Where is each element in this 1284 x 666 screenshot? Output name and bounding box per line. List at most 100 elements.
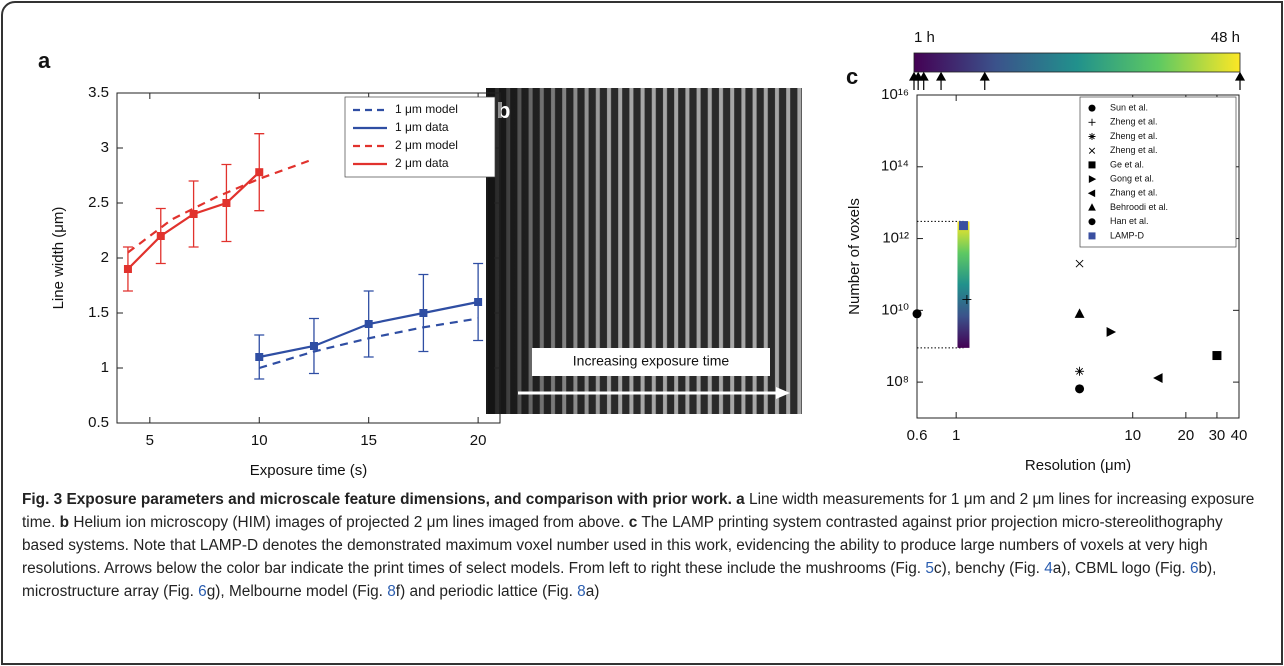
marker [189,210,198,218]
y-tick-label: 10¹⁴ [881,158,909,175]
x-tick-label: 5 [146,432,154,449]
y-axis-label: Line width (μm) [50,207,67,310]
figure-panels: b Increasing exposure time a 5 10 15 20 0.5 1 1… [38,29,1248,479]
arrow-head [776,387,790,399]
annotation: Increasing exposure time [573,353,730,369]
caption-text: c), benchy (Fig. [933,560,1045,577]
x-tick-label: 0.6 [907,427,928,444]
caption-text: a) [585,583,600,600]
marker [958,221,968,231]
caption: Fig. 3 Exposure parameters and microscal… [22,488,1264,603]
figure-link[interactable]: 8 [577,583,586,600]
marker [1074,308,1085,318]
figure-link[interactable]: 8 [387,583,396,600]
marker [364,320,373,328]
y-tick-label: 10¹⁶ [881,86,909,103]
marker [255,168,264,177]
plot-frame [916,94,1240,419]
x-tick-label: 15 [360,432,377,449]
panel-label: a [38,48,51,73]
caption-text: b [59,514,70,531]
figure-link[interactable]: 4 [1044,560,1053,577]
marker [1088,175,1097,183]
caption-text: Line width measurements for 1 μm and 2 μ… [22,491,1255,531]
colorbar-tick-label: 48 h [1211,29,1240,46]
marker [912,309,922,319]
marker [474,298,483,306]
legend-label: 1 μm model [395,102,458,116]
figure-link[interactable]: 6 [1189,560,1199,577]
x-tick-label: 40 [1231,427,1248,444]
marker [255,353,264,361]
y-tick-label: 2.5 [88,194,109,211]
marker [1106,326,1117,337]
print-time-arrow [936,71,947,90]
marker [419,309,428,317]
x-tick-label: 10 [251,432,268,449]
marker [1088,203,1096,211]
marker [309,342,318,350]
x-tick-label: 1 [952,427,960,444]
legend-label: Zheng et al. [1110,117,1158,127]
legend-label: Behroodi et al. [1110,202,1168,212]
legend-box [1079,96,1237,248]
marker [1153,373,1163,383]
marker [1088,133,1096,140]
marker [1088,118,1096,126]
legend-label: LAMP-D [1110,230,1145,240]
marker [156,232,165,240]
caption-text: b), microstructure array (Fig. [22,560,1217,600]
caption-text: g), Melbourne model (Fig. [206,583,388,600]
y-axis-label: Number of voxels [846,198,863,315]
marker [1088,104,1096,112]
print-time-arrow [979,71,990,90]
legend-label: Gong et al. [1110,173,1154,183]
caption-text: Helium ion microscopy (HIM) images of pr… [69,514,629,531]
y-tick-label: 10⁸ [886,373,909,390]
print-time-band [957,221,970,348]
legend-label: Zhang et al. [1110,188,1158,198]
legend-label: Zheng et al. [1110,131,1158,141]
y-tick-label: 10¹² [882,230,909,247]
y-tick-label: 1.5 [88,304,109,321]
caption-text: f) and periodic lattice (Fig. [395,583,578,600]
y-tick-label: 0.5 [88,414,109,431]
y-tick-label: 10¹⁰ [881,301,909,318]
y-tick-label: 2 [101,249,109,266]
legend-label: 1 μm data [395,120,449,134]
caption-text: Fig. 3 Exposure parameters and microscal… [22,491,732,508]
marker [1088,147,1096,154]
legend-label: Han et al. [1110,216,1149,226]
legend-label: Sun et al. [1110,102,1148,112]
y-tick-label: 1 [101,359,109,376]
series-line [127,157,315,254]
x-axis-label: Resolution (μm) [1025,457,1131,474]
marker [1075,384,1085,394]
marker [1075,366,1085,376]
annotation-box [532,348,770,376]
marker [1212,351,1222,361]
x-tick-label: 10 [1124,427,1141,444]
legend-label: 2 μm data [395,156,449,170]
figure-link[interactable]: 5 [925,560,934,577]
caption-text: The LAMP printing system contrasted agai… [22,514,1223,577]
marker [1075,259,1084,268]
caption-text: c [628,514,638,531]
legend-label: Ge et al. [1110,159,1144,169]
print-time-arrow [918,71,929,90]
colorbar [913,52,1241,73]
print-time-arrow [1234,71,1246,90]
marker [962,295,972,305]
legend-label: 2 μm model [395,138,458,152]
y-tick-label: 3.5 [88,84,109,101]
figure-link[interactable]: 6 [198,583,207,600]
y-tick-label: 3 [101,139,109,156]
x-tick-label: 30 [1209,427,1226,444]
panel-label: c [846,64,858,89]
colorbar-tick-label: 1 h [914,29,935,46]
legend-label: Zheng et al. [1110,145,1158,155]
marker [123,265,132,273]
x-tick-label: 20 [470,432,487,449]
